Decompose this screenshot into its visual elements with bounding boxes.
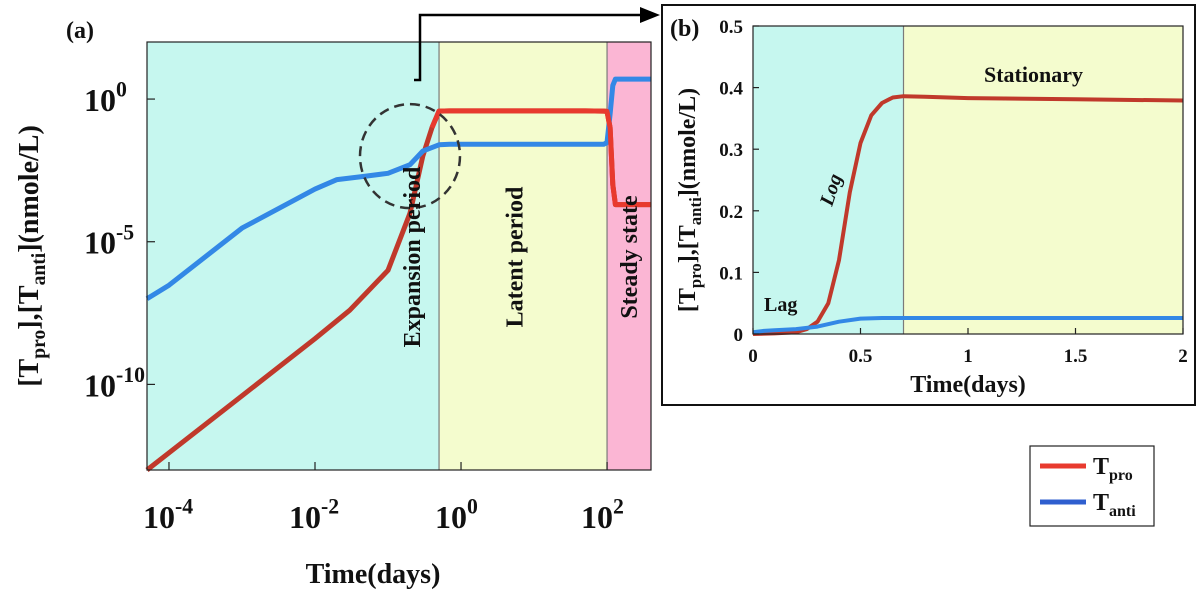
zoom-arrowhead	[640, 7, 660, 23]
panel-b-x-axis-label: Time(days)	[910, 372, 1026, 398]
x-tick-label: 100	[435, 495, 478, 535]
legend-label-anti: Tanti	[1093, 490, 1136, 520]
x-tick-label: 10-4	[143, 495, 193, 535]
legend-label-pro: Tpro	[1093, 454, 1133, 484]
panel-b-y-tick-label: 0.4	[719, 79, 743, 100]
panel-b: 0 0.5 1 1.5 2 0 0.1 0.2 0.3 0.4 0.5 (b) [Tpro],[Ta…	[661, 4, 1196, 406]
phase-label-stationary: Stationary	[984, 62, 1083, 87]
panel-a-x-axis-label: Time(days)	[306, 559, 441, 590]
zoom-arrow-line	[414, 13, 645, 82]
panel-b-region	[753, 26, 904, 334]
panel-b-y-tick-label: 0	[734, 325, 744, 346]
panel-b-x-tick-label: 2	[1178, 346, 1188, 367]
panel-a-y-axis-label: [Tpro],[Tanti](nmole/L)	[14, 125, 50, 387]
y-tick-label: 10-5	[84, 220, 134, 260]
panel-b-x-tick-label: 0.5	[849, 346, 873, 367]
panel-b-region	[903, 26, 1183, 334]
panel-b-y-tick-label: 0.2	[719, 202, 743, 223]
panel-b-x-tick-label: 0	[748, 346, 758, 367]
panel-b-y-axis-label: [Tpro],[Tanti](nmole/L)	[675, 88, 705, 312]
zoom-circle	[358, 102, 462, 210]
region-label: Latent period	[503, 186, 529, 327]
phase-label-lag: Lag	[764, 294, 797, 316]
panel-b-series-line-tanti	[752, 316, 1183, 335]
y-tick-label: 10-10	[84, 363, 145, 403]
panel-b-x-tick-label: 1.5	[1064, 346, 1088, 367]
x-tick-label: 102	[581, 495, 624, 535]
region-expansion-period	[147, 42, 440, 470]
legend-box	[1029, 445, 1155, 527]
series-line-tpro-upper	[429, 108, 651, 208]
region-label: Expansion period	[400, 166, 426, 347]
panel-b-label: (b)	[670, 16, 699, 42]
panel-a-label: (a)	[66, 18, 94, 44]
series-line-tanti	[145, 76, 651, 301]
panel-a: 10-4 10-2 100 102 100 10-5 10-10 Expansion per…	[14, 18, 652, 590]
region-steady-state	[607, 42, 651, 470]
panel-b-x-tick-label: 1	[963, 346, 973, 367]
panel-a-plot-frame	[146, 41, 652, 471]
panel-b-y-tick-label: 0.5	[719, 17, 743, 38]
panel-b-y-tick-label: 0.1	[719, 263, 743, 284]
y-tick-label: 100	[84, 78, 127, 118]
legend: Tpro Tanti	[1029, 445, 1155, 527]
panel-b-y-tick-label: 0.3	[719, 140, 743, 161]
x-tick-label: 10-2	[289, 495, 339, 535]
region-label: Steady state	[617, 195, 643, 319]
